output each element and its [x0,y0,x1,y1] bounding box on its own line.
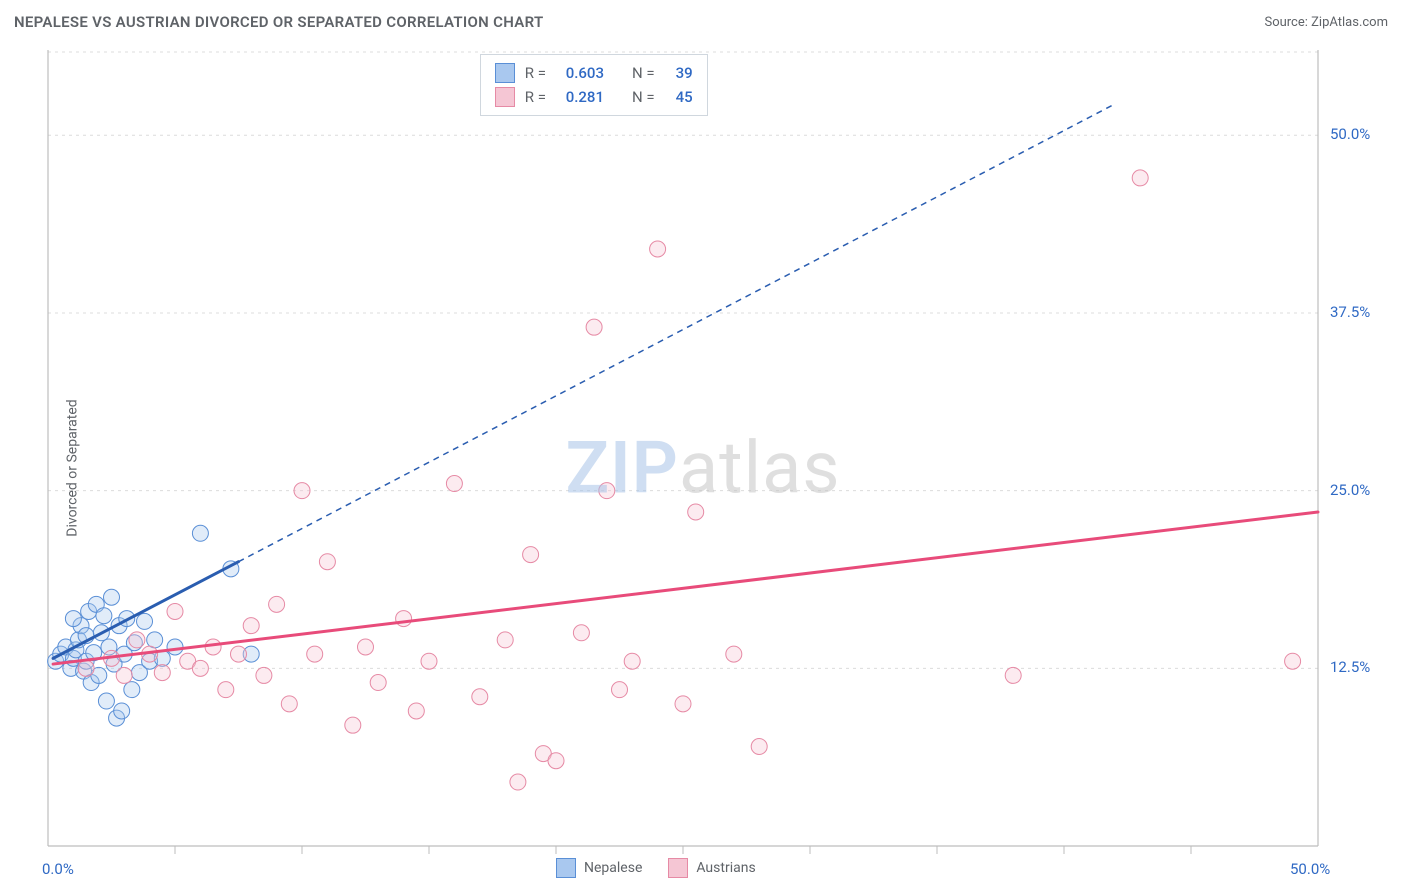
chart-title: NEPALESE VS AUSTRIAN DIVORCED OR SEPARAT… [14,13,543,31]
x-max-label: 50.0% [1290,860,1330,878]
swatch-austrians [495,87,515,107]
chart-container: Divorced or Separated ZIPatlas R =0.603N… [0,44,1406,892]
n-value-austrians: 45 [665,88,693,106]
legend-swatch-nepalese [556,858,576,878]
axis-tick-label: 0.0% [42,860,74,878]
correlation-stats-box: R = 0.603 N = 39 R = 0.281 N = 45 [480,54,708,116]
stats-row-nepalese: R = 0.603 N = 39 [481,61,707,85]
legend-item-nepalese: Nepalese [556,858,642,878]
y-axis-label: Divorced or Separated [65,399,81,536]
r-value-austrians: 0.281 [556,88,604,106]
n-label: N = [632,64,655,82]
legend: Nepalese Austrians [556,858,756,878]
n-value-nepalese: 39 [665,64,693,82]
legend-label-austrians: Austrians [696,860,755,876]
y-tick-label: 12.5% [1330,658,1406,676]
n-label: N = [632,88,655,106]
stats-row-austrians: R = 0.281 N = 45 [481,85,707,109]
legend-swatch-austrians [668,858,688,878]
chart-header: NEPALESE VS AUSTRIAN DIVORCED OR SEPARAT… [0,0,1406,44]
r-label: R = [525,88,546,106]
r-value-nepalese: 0.603 [556,64,604,82]
y-tick-label: 25.0% [1330,481,1406,499]
legend-item-austrians: Austrians [668,858,755,878]
legend-label-nepalese: Nepalese [584,860,642,876]
y-tick-label: 50.0% [1330,125,1406,143]
scatter-plot [0,44,1406,892]
r-label: R = [525,64,546,82]
y-tick-label: 37.5% [1330,303,1406,321]
swatch-nepalese [495,63,515,83]
source-attribution: Source: ZipAtlas.com [1264,15,1388,30]
